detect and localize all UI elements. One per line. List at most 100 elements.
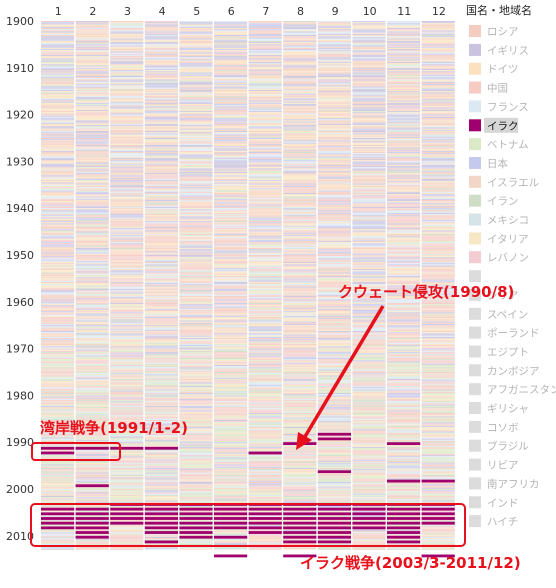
heatmap-cell [144, 466, 178, 468]
heatmap-cell [352, 388, 386, 390]
heatmap-cell [421, 350, 455, 352]
heatmap-cell [421, 43, 455, 45]
heatmap-cell [41, 208, 75, 210]
heatmap-cell [214, 133, 248, 135]
heatmap-cell [214, 100, 248, 102]
heatmap-cell [110, 229, 144, 231]
heatmap-cell [41, 341, 75, 343]
heatmap-cell [75, 374, 109, 376]
heatmap-cell [179, 52, 213, 54]
heatmap-cell [283, 481, 317, 483]
heatmap-cell [387, 290, 421, 292]
heatmap-cell [144, 437, 178, 439]
heatmap-cell [421, 471, 455, 473]
heatmap-cell [179, 159, 213, 161]
heatmap-cell [248, 375, 282, 377]
heatmap-cell [75, 222, 109, 224]
heatmap-cell [317, 466, 351, 468]
heatmap-cell [248, 505, 282, 507]
heatmap-cell [144, 184, 178, 186]
heatmap-cell [75, 283, 109, 285]
heatmap-cell [387, 487, 421, 489]
heatmap-cell [283, 252, 317, 254]
heatmap-cell [179, 286, 213, 288]
heatmap-cell [75, 105, 109, 107]
heatmap-cell [144, 493, 178, 495]
heatmap-cell [421, 394, 455, 396]
heatmap-cell [248, 197, 282, 199]
heatmap-cell [214, 232, 248, 234]
heatmap-cell [214, 120, 248, 122]
heatmap-cell [248, 465, 282, 467]
heatmap-cell [41, 152, 75, 154]
heatmap-cell [41, 74, 75, 76]
heatmap-cell [387, 115, 421, 117]
heatmap-cell [352, 417, 386, 419]
heatmap-cell [75, 28, 109, 30]
heatmap-cell [144, 453, 178, 455]
heatmap-cell [144, 180, 178, 182]
heatmap-cell [41, 496, 75, 498]
heatmap-cell [317, 318, 351, 320]
heatmap-cell [421, 171, 455, 173]
heatmap-cell [248, 46, 282, 48]
heatmap-cell [179, 257, 213, 259]
heatmap-cell [41, 320, 75, 322]
heatmap-cell [352, 46, 386, 48]
heatmap-cell [214, 114, 248, 116]
heatmap-cell [352, 343, 386, 345]
heatmap-cell [179, 112, 213, 114]
heatmap-cell [214, 57, 248, 59]
heatmap-cell [283, 487, 317, 489]
heatmap-cell [317, 174, 351, 176]
heatmap-cell [110, 263, 144, 265]
heatmap-cell [283, 25, 317, 27]
heatmap-cell [41, 185, 75, 187]
heatmap-cell [317, 225, 351, 227]
heatmap-cell [248, 408, 282, 410]
heatmap-cell [317, 204, 351, 206]
heatmap-cell [421, 425, 455, 427]
heatmap-cell [110, 85, 144, 87]
heatmap-cell [352, 419, 386, 421]
heatmap-cell [110, 334, 144, 336]
heatmap-cell [110, 98, 144, 100]
heatmap-cell [352, 477, 386, 479]
heatmap-cell [144, 424, 178, 426]
heatmap-cell [110, 270, 144, 272]
heatmap-cell [283, 236, 317, 238]
heatmap-cell [248, 146, 282, 148]
heatmap-cell [317, 243, 351, 245]
heatmap-cell [248, 245, 282, 247]
heatmap-cell [421, 211, 455, 213]
heatmap-cell [75, 71, 109, 73]
heatmap-cell [179, 383, 213, 385]
heatmap-cell [248, 253, 282, 255]
heatmap-cell [75, 449, 109, 451]
heatmap-cell [317, 244, 351, 246]
heatmap-cell [387, 140, 421, 142]
heatmap-cell [179, 445, 213, 447]
heatmap-cell [283, 290, 317, 292]
heatmap-cell [75, 81, 109, 83]
heatmap-cell [421, 72, 455, 74]
heatmap-cell [352, 421, 386, 423]
heatmap-cell [75, 408, 109, 410]
heatmap-cell [283, 70, 317, 72]
heatmap-cell [352, 176, 386, 178]
heatmap-cell [352, 497, 386, 499]
heatmap-cell [75, 466, 109, 468]
heatmap-cell [421, 354, 455, 356]
heatmap-cell [387, 383, 421, 385]
heatmap-cell [421, 363, 455, 365]
heatmap-cell [421, 452, 455, 454]
heatmap-cell [421, 405, 455, 407]
heatmap-cell [283, 266, 317, 268]
heatmap-cell [214, 63, 248, 65]
heatmap-cell [144, 156, 178, 158]
heatmap-cell [248, 472, 282, 474]
heatmap-cell [214, 402, 248, 404]
heatmap-cell [248, 154, 282, 156]
heatmap-cell [421, 467, 455, 469]
heatmap-cell [283, 342, 317, 344]
